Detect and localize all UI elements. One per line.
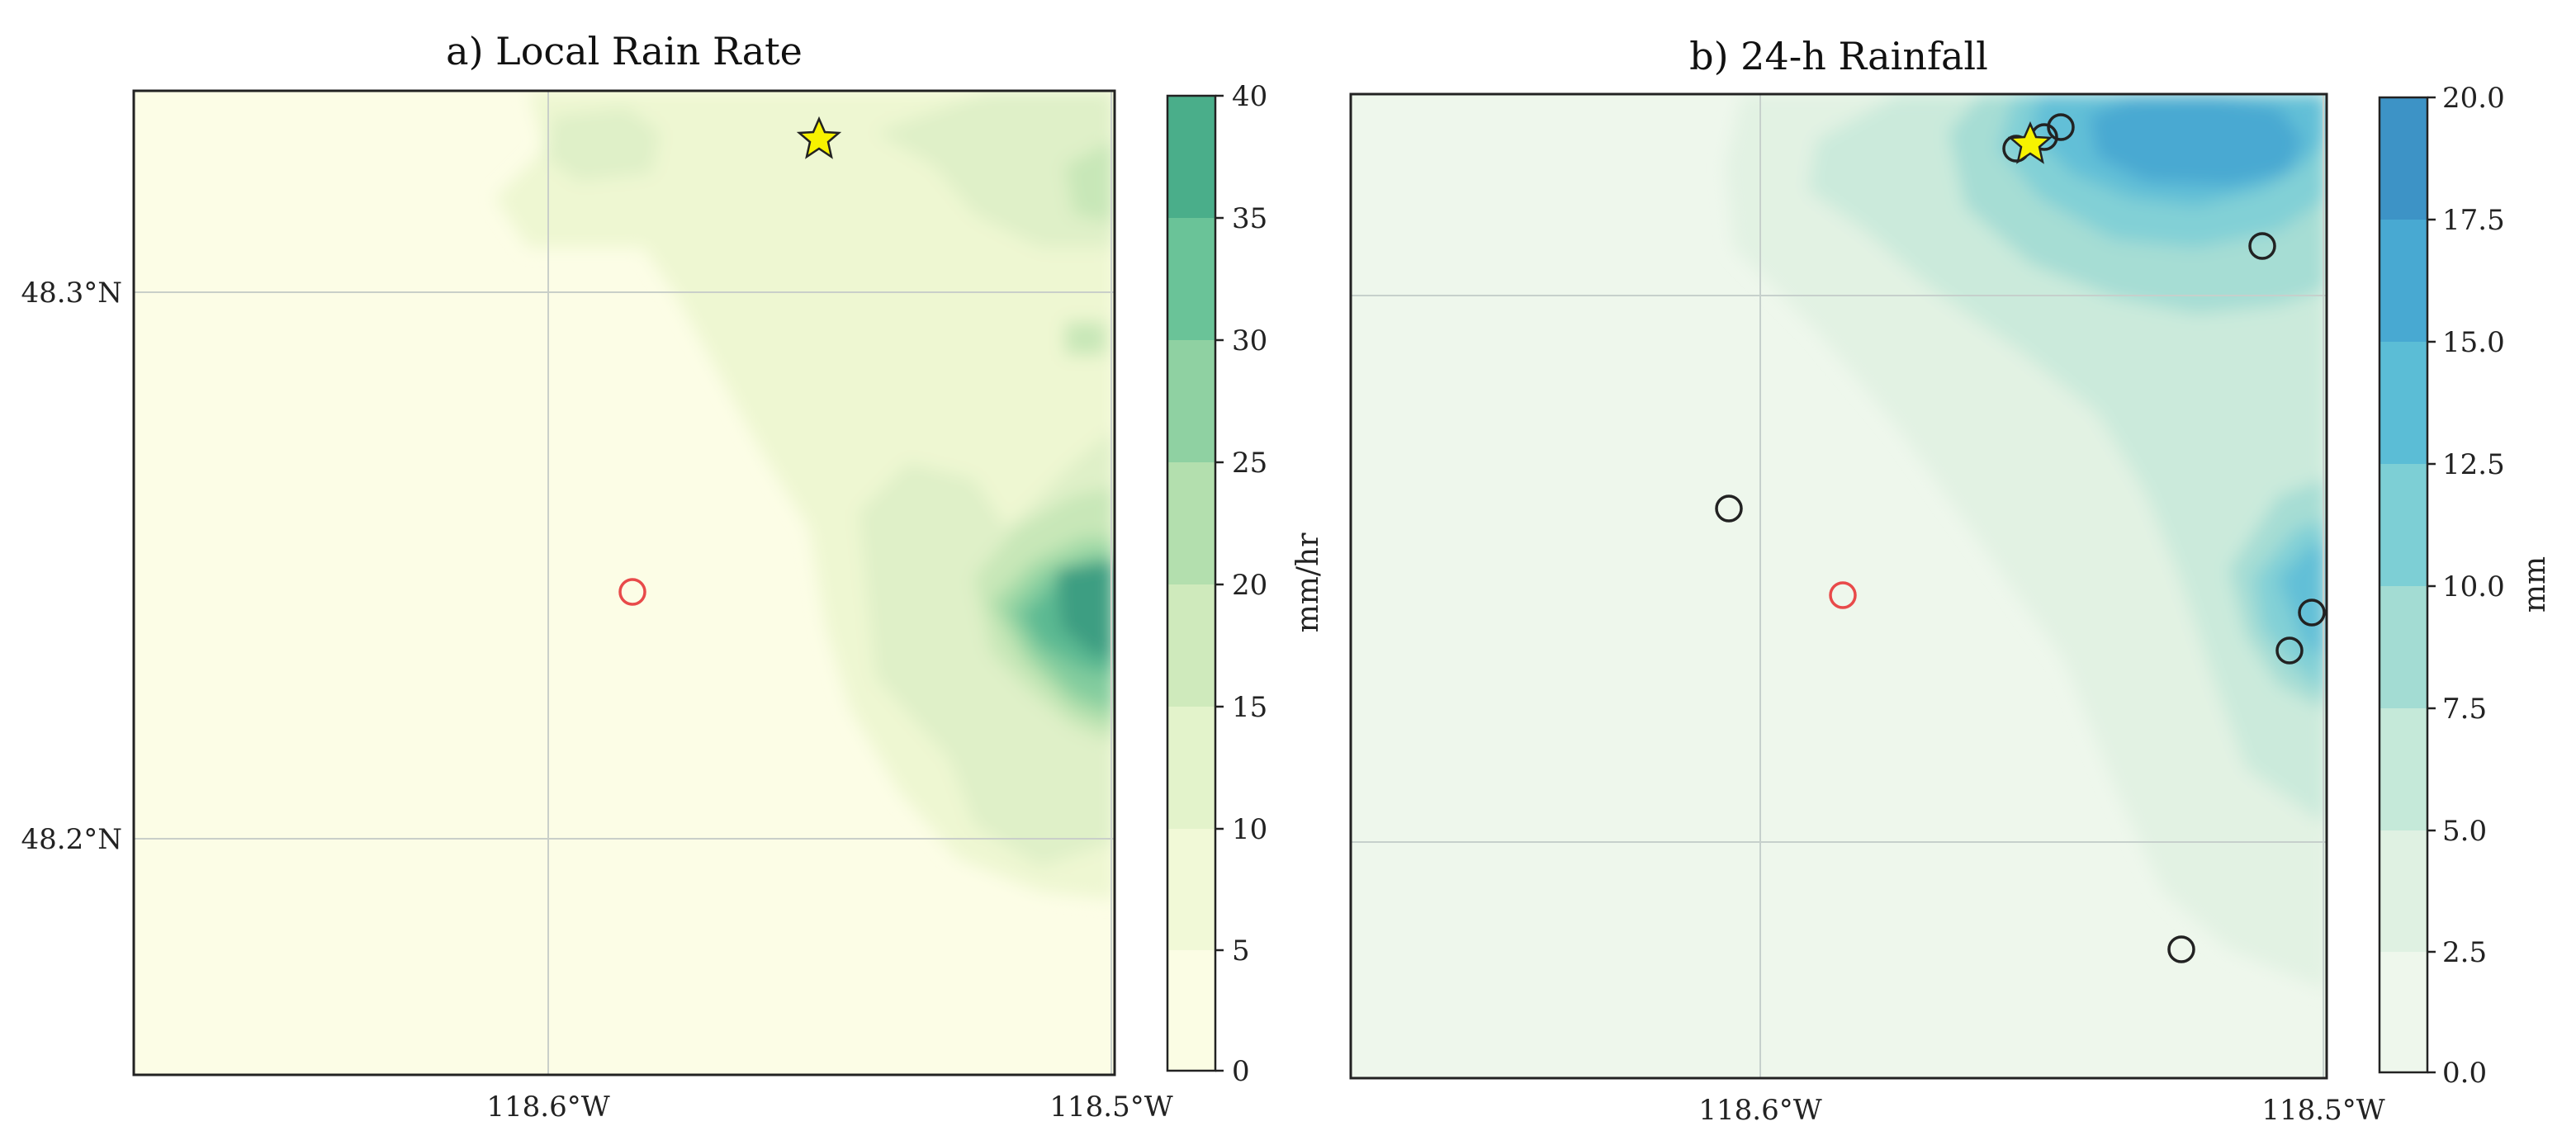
station-circle-marker [2047,113,2075,141]
cb-a-seg-5 [1167,340,1215,462]
star-marker [2007,121,2053,164]
panel-a-ytick-2: 48.2°N [21,823,122,856]
cb-b-seg-3 [2379,586,2427,708]
cb-b-tick-2: 5.0 [2442,815,2487,848]
cb-a-tick-5: 25 [1232,447,1267,480]
panel-a-title: a) Local Rain Rate [446,29,803,73]
panel-b: b) 24-h Rainfall [1349,34,2552,1127]
cb-a-seg-3 [1167,584,1215,707]
rainfall-contour-15 [2089,97,2304,186]
cb-a-seg-4 [1167,462,1215,584]
cb-a-seg-6 [1167,218,1215,340]
station-circle-marker [1715,494,1743,523]
cb-b-tick-4: 10.0 [2442,570,2505,603]
cb-a-tick-3: 15 [1232,691,1267,724]
cb-a-seg-0 [1167,950,1215,1071]
cb-a-tick-1: 5 [1232,934,1250,968]
cb-a-seg-1 [1167,829,1215,950]
panel-a-colorbar: 0 5 10 15 20 25 30 35 40 mm/hr [1166,80,1325,1088]
cb-a-frame [1166,94,1217,1072]
panel-b-contours [1726,94,2327,991]
rain-rate-contour-10 [545,91,1115,867]
cb-a-tick-2: 10 [1232,813,1267,846]
panel-b-xtick-1: 118.6°W [1698,1094,1821,1127]
cb-b-tick-8: 20.0 [2442,82,2505,115]
cb-b-label: mm [2518,556,2552,613]
panel-b-map [1351,94,2327,1078]
cb-b-ticks [2427,96,2436,1074]
cb-a-ticks [1215,94,1224,1072]
red-circle-marker [618,578,646,606]
cb-b-tick-5: 12.5 [2442,448,2505,481]
rain-rate-contour-35 [1057,561,1115,660]
panel-a-ytick-1: 48.3°N [21,277,122,310]
station-circle-marker [2167,935,2195,963]
star-marker [796,116,842,159]
cb-a-label: mm/hr [1291,532,1325,633]
cb-b-seg-0 [2379,952,2427,1072]
station-circle-marker [2275,636,2304,665]
cb-b-tick-1: 2.5 [2442,936,2487,969]
panel-a-xtick-2: 118.5°W [1049,1091,1172,1124]
cb-a-tick-4: 20 [1232,569,1267,602]
cb-b-seg-1 [2379,830,2427,952]
panel-a-map [134,91,1115,1075]
cb-b-tick-7: 17.5 [2442,204,2505,237]
cb-a-tick-6: 30 [1232,324,1267,357]
panel-a-frame [132,89,1116,1076]
cb-b-seg-2 [2379,708,2427,830]
cb-b-tick-3: 7.5 [2442,693,2487,726]
red-circle-marker [1829,581,1857,609]
panel-b-xtick-2: 118.5°W [2261,1094,2384,1127]
station-circle-marker [2248,232,2276,260]
panel-a-xtick-1: 118.6°W [486,1091,609,1124]
panel-b-colorbar: 0.0 2.5 5.0 7.5 10.0 12.5 15.0 17.5 20.0… [2378,82,2552,1090]
cb-a-tick-0: 0 [1232,1055,1250,1088]
panel-b-title: b) 24-h Rainfall [1689,34,1988,78]
cb-a-seg-7 [1167,96,1215,218]
panel-a: a) Local Rain Rate [21,29,1325,1124]
cb-b-seg-4 [2379,464,2427,586]
cb-b-frame [2378,96,2429,1074]
cb-a-tick-7: 35 [1232,202,1267,235]
rainfall-contour-7.5 [1949,94,2327,710]
cb-b-seg-5 [2379,342,2427,464]
cb-b-tick-6: 15.0 [2442,326,2505,359]
cb-a-tick-8: 40 [1232,80,1267,113]
cb-b-seg-6 [2379,220,2427,342]
cb-b-seg-7 [2379,97,2427,220]
cb-a-seg-2 [1167,707,1215,829]
panel-b-frame [1349,92,2328,1080]
station-circle-marker [2298,599,2326,627]
cb-b-tick-0: 0.0 [2442,1057,2487,1090]
